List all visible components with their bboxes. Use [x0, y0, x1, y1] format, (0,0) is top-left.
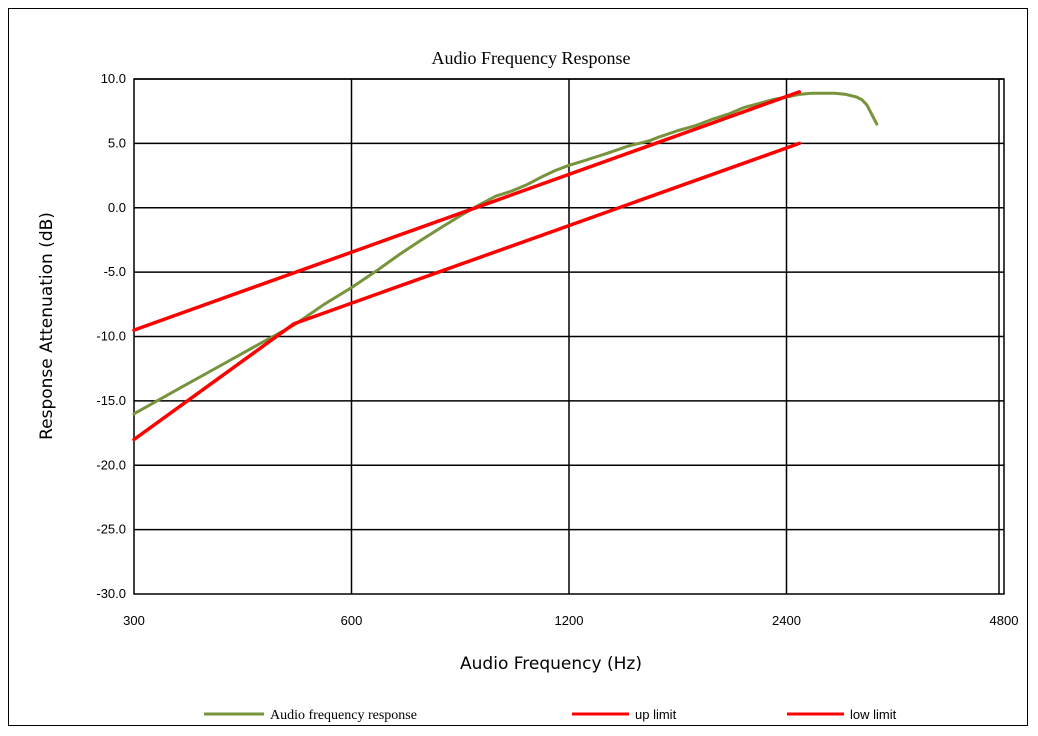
chart-svg: Audio Frequency Response -30.0 -25.0 -20.0…	[37, 48, 1018, 723]
x-tick-label: 300	[123, 613, 145, 628]
y-tick-label: -30.0	[96, 586, 126, 601]
x-axis-label: Audio Frequency (Hz)	[460, 654, 642, 674]
x-tick-labels: 300 600 1200 2400 4800	[123, 613, 1018, 628]
chart-frame: Audio Frequency Response -30.0 -25.0 -20.0…	[8, 8, 1028, 726]
legend: Audio frequency response up limit low limi…	[204, 707, 897, 723]
x-tick-label: 1200	[555, 613, 584, 628]
x-tick-label: 4800	[990, 613, 1019, 628]
y-tick-label: -10.0	[96, 329, 126, 344]
y-tick-label: 0.0	[108, 200, 126, 215]
y-tick-label: 10.0	[101, 71, 126, 86]
legend-label: low limit	[850, 707, 897, 722]
chart-title: Audio Frequency Response	[432, 48, 631, 68]
x-tick-label: 2400	[772, 613, 801, 628]
legend-label: Audio frequency response	[270, 708, 417, 723]
y-tick-labels: -30.0 -25.0 -20.0 -15.0 -10.0 -5.0 0.0 5.0 10.0	[96, 71, 126, 601]
y-tick-label: -20.0	[96, 457, 126, 472]
series-line-audio-frequency-response	[132, 91, 879, 416]
y-tick-label: -15.0	[96, 393, 126, 408]
y-tick-label: -25.0	[96, 522, 126, 537]
series-lines	[132, 90, 879, 442]
x-tick-label: 600	[341, 613, 363, 628]
y-tick-label: -5.0	[104, 264, 126, 279]
legend-label: up limit	[635, 707, 677, 722]
y-axis-label: Response Attenuation (dB)	[37, 212, 57, 440]
series-line-low-limit	[132, 141, 802, 442]
series-line-up-limit	[132, 90, 802, 332]
grid	[133, 78, 1005, 595]
y-tick-label: 5.0	[108, 135, 126, 150]
